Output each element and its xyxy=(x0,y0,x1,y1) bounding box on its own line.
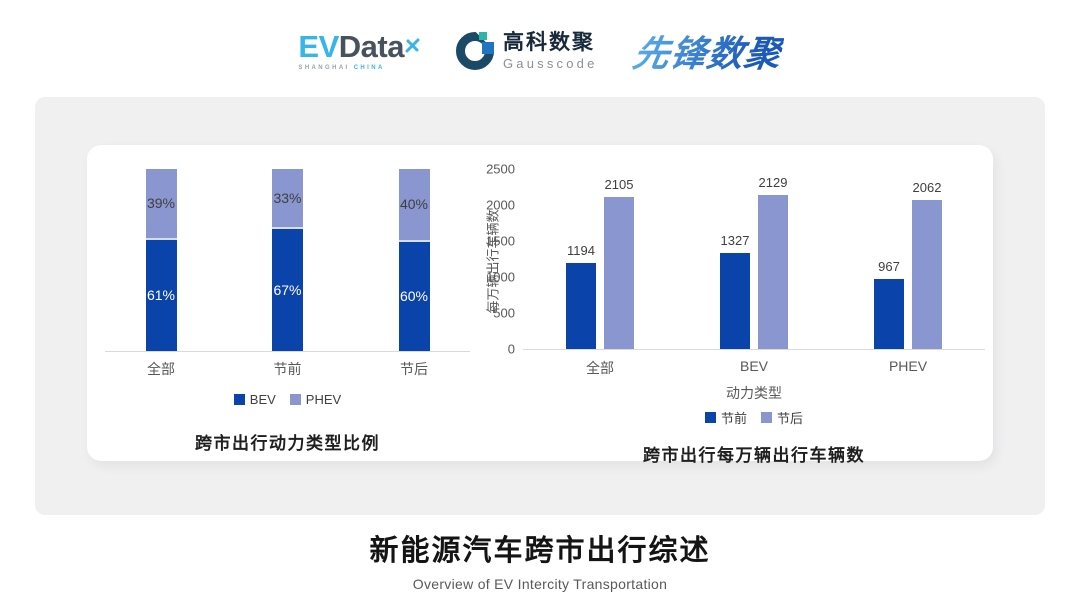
gausscode-blue-square xyxy=(481,41,494,54)
gausscode-g-icon xyxy=(455,31,494,70)
bar-groups: 1194 2105 1327 2129 967 2062 xyxy=(523,169,985,349)
legend-label: 节后 xyxy=(777,411,804,426)
footer: 新能源汽车跨市出行综述 Overview of EV Intercity Tra… xyxy=(0,527,1080,592)
grouped-plot: 0 500 1000 1500 2000 2500 1194 2105 1327 2129 967 2… xyxy=(486,162,985,357)
bar-wrap: 2062 xyxy=(912,169,942,349)
category-label: 节前 xyxy=(273,361,302,377)
legend: BEV PHEV xyxy=(105,392,470,407)
bar-series-1 xyxy=(566,263,596,349)
page-title: 新能源汽车跨市出行综述 xyxy=(369,535,711,567)
gausscode-logo: 高科数聚 Gausscode xyxy=(455,31,598,71)
content-card: 39% 61% 33% 67% 40% 60% 全部 节前 节后 BEV PHEV 跨市出行动力类型比… xyxy=(35,97,1045,515)
bar-value-label: 2129 xyxy=(758,175,788,190)
legend-label: 节前 xyxy=(720,411,747,426)
chart-title: 跨市出行每万辆出行车辆数 xyxy=(643,446,865,465)
gausscode-wordmark: 高科数聚 Gausscode xyxy=(503,31,598,70)
y-tick-label: 500 xyxy=(493,305,515,321)
stacked-plot: 39% 61% 33% 67% 40% 60% xyxy=(105,169,470,352)
legend-item: PHEV xyxy=(289,392,342,407)
bar-slot: 40% 60% xyxy=(384,169,444,351)
category-labels: 全部 节前 节后 xyxy=(105,359,470,379)
bar-wrap: 1194 xyxy=(566,169,596,349)
bar-series-2 xyxy=(758,195,788,349)
legend-swatch xyxy=(704,412,716,423)
gausscode-cn-text: 高科数聚 xyxy=(502,31,595,55)
segment-bev: 61% xyxy=(145,239,177,351)
legend-item: 节后 xyxy=(761,408,803,427)
legend-label: PHEV xyxy=(305,392,342,407)
y-tick-label: 2500 xyxy=(486,161,515,177)
legend-swatch xyxy=(761,412,772,423)
bar-wrap: 967 xyxy=(874,169,904,349)
bar-slot: 33% 67% xyxy=(258,169,318,351)
category-label: 全部 xyxy=(147,361,175,377)
legend-item: 节前 xyxy=(704,408,747,427)
page-subtitle: Overview of EV Intercity Transportation xyxy=(412,576,668,592)
legend-swatch xyxy=(233,394,245,405)
bar-group: 1327 2129 xyxy=(699,169,809,349)
evdata-data-text: Data xyxy=(338,29,405,64)
evdata-wordmark: EV Data xyxy=(298,31,420,62)
category-label: 全部 xyxy=(586,360,614,376)
evdata-shanghai-text: SHANGHAI xyxy=(298,65,350,71)
evdata-china-text: CHINA xyxy=(353,65,385,71)
bar-value-label: 2105 xyxy=(604,177,634,192)
segment-phev: 33% xyxy=(272,169,303,230)
legend: 节前 节后 xyxy=(523,408,985,427)
xianfeng-logo: 先锋数聚 xyxy=(629,25,786,77)
category-label: PHEV xyxy=(888,358,928,374)
legend-swatch xyxy=(289,394,301,405)
bar-slot: 39% 61% xyxy=(131,169,191,351)
charts-panel: 39% 61% 33% 67% 40% 60% 全部 节前 节后 BEV PHEV 跨市出行动力类型比… xyxy=(87,145,993,465)
category-label: BEV xyxy=(739,358,768,374)
evdata-subtitle: SHANGHAI CHINA xyxy=(298,65,384,71)
bar-value-label: 967 xyxy=(878,259,900,274)
segment-bev: 60% xyxy=(398,241,430,351)
evdata-x-icon xyxy=(405,27,420,58)
segment-phev: 39% xyxy=(145,169,177,240)
bar-wrap: 1327 xyxy=(720,169,750,349)
chart-title: 跨市出行动力类型比例 xyxy=(195,434,380,453)
header-logos: EV Data SHANGHAI CHINA 高科数聚 Gausscode 先锋数… xyxy=(0,20,1080,82)
bar-value-label: 2062 xyxy=(912,180,942,195)
y-tick-label: 1500 xyxy=(486,233,515,249)
legend-item: BEV xyxy=(233,392,276,407)
bar-group: 1194 2105 xyxy=(545,169,655,349)
bar-group: 967 2062 xyxy=(853,169,963,349)
bev-value-label: 61% xyxy=(146,287,176,304)
evdata-logo: EV Data SHANGHAI CHINA xyxy=(298,31,420,71)
gausscode-teal-square xyxy=(478,31,487,40)
bar-series-1 xyxy=(720,253,750,349)
segment-phev: 40% xyxy=(398,169,430,242)
y-tick-label: 1000 xyxy=(486,269,515,285)
legend-label: BEV xyxy=(249,392,276,407)
bev-value-label: 60% xyxy=(399,288,429,305)
phev-value-label: 33% xyxy=(273,190,302,207)
gausscode-en-text: Gausscode xyxy=(502,55,598,71)
bev-value-label: 67% xyxy=(273,282,302,299)
grouped-bar-chart: 每万辆出行车辆数 0 500 1000 1500 2000 2500 1194 2105 1327… xyxy=(475,145,991,466)
bar-wrap: 2129 xyxy=(758,169,788,349)
bar-value-label: 1327 xyxy=(720,233,750,248)
phev-value-label: 39% xyxy=(146,195,176,212)
stacked-bar: 40% 60% xyxy=(398,169,430,351)
category-label: 节后 xyxy=(400,361,428,377)
y-tick-label: 0 xyxy=(507,341,515,357)
bar-series-2 xyxy=(912,200,942,349)
y-tick-label: 2000 xyxy=(486,197,515,213)
segment-bev: 67% xyxy=(272,229,303,351)
bar-series-1 xyxy=(874,279,904,349)
stacked-bar-chart: 39% 61% 33% 67% 40% 60% 全部 节前 节后 BEV PHEV 跨市出行动力类型比… xyxy=(105,169,470,454)
phev-value-label: 40% xyxy=(399,196,429,213)
bar-wrap: 2105 xyxy=(604,169,634,349)
stacked-bar: 33% 67% xyxy=(272,169,303,351)
category-labels: 全部 BEV PHEV xyxy=(523,358,985,378)
x-axis-title: 动力类型 xyxy=(726,385,782,401)
stacked-bar: 39% 61% xyxy=(145,169,177,351)
bar-value-label: 1194 xyxy=(567,243,595,258)
bar-series-2 xyxy=(604,197,634,349)
evdata-ev-text: EV xyxy=(298,29,339,64)
